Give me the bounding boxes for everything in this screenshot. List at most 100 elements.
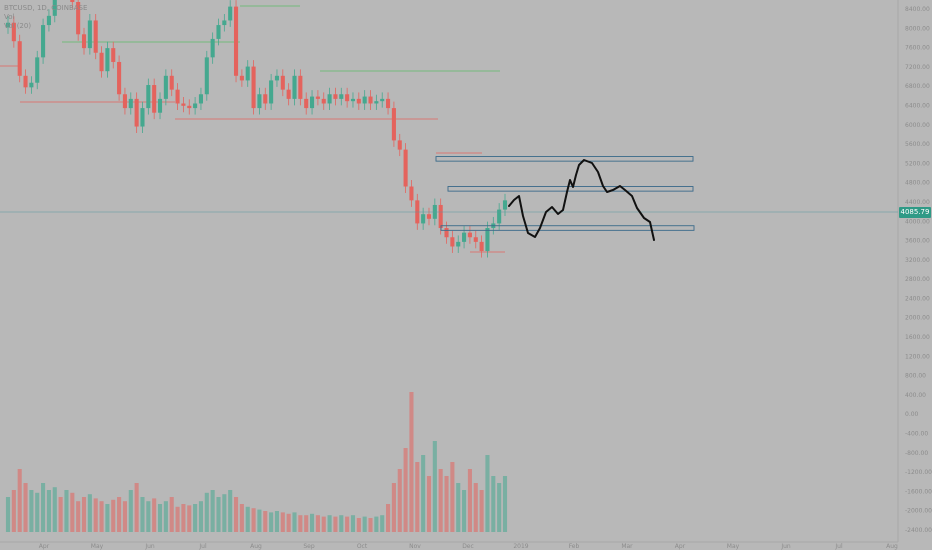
volume-bar bbox=[87, 494, 92, 532]
price-axis-label: 4800.00 bbox=[905, 180, 930, 187]
price-axis-label: 7200.00 bbox=[905, 64, 930, 71]
price-axis-label: -800.00 bbox=[905, 450, 928, 457]
volume-bar bbox=[140, 497, 145, 532]
volume-bar bbox=[46, 490, 51, 532]
legend-volume-ma: Vol (20) bbox=[4, 22, 32, 30]
candle-body bbox=[362, 96, 367, 104]
candle-body bbox=[304, 98, 309, 109]
price-axis-label: 4400.00 bbox=[905, 199, 930, 206]
candle-body bbox=[11, 22, 16, 42]
volume-bar bbox=[245, 506, 250, 532]
candle-body bbox=[117, 61, 122, 95]
volume-bar bbox=[450, 462, 455, 532]
volume-bar bbox=[23, 483, 28, 532]
time-axis-label: Aug bbox=[250, 543, 262, 550]
candle-body bbox=[210, 38, 215, 58]
candle-body bbox=[169, 75, 174, 90]
candle-body bbox=[111, 48, 116, 62]
candle-body bbox=[193, 103, 198, 109]
volume-bar bbox=[315, 515, 320, 532]
time-axis-label: Aug bbox=[886, 543, 898, 550]
candle-body bbox=[403, 149, 408, 187]
price-axis-label: 800.00 bbox=[905, 373, 926, 380]
legend-symbol: BTCUSD, 1D, COINBASE bbox=[4, 4, 88, 12]
volume-bar bbox=[426, 476, 432, 532]
volume-bar bbox=[175, 506, 180, 532]
volume-bar bbox=[286, 513, 291, 532]
volume-bar bbox=[70, 492, 75, 532]
volume-bar bbox=[216, 497, 221, 532]
candle-body bbox=[70, 0, 75, 2]
price-axis-label: 0.00 bbox=[905, 411, 919, 418]
candle-body bbox=[5, 22, 11, 28]
price-axis-label: 4000.00 bbox=[905, 218, 930, 225]
price-axis-label: 2400.00 bbox=[905, 295, 930, 302]
candle-body bbox=[462, 232, 467, 242]
candle-body bbox=[181, 103, 186, 106]
volume-bar bbox=[298, 515, 303, 532]
volume-bar bbox=[391, 483, 396, 532]
volume-bar bbox=[5, 497, 11, 532]
price-axis-label: 3200.00 bbox=[905, 257, 930, 264]
volume-bar bbox=[280, 512, 285, 532]
price-axis-label: 3600.00 bbox=[905, 238, 930, 245]
volume-bar bbox=[257, 509, 262, 532]
volume-bar bbox=[368, 518, 373, 532]
price-axis-label: 5600.00 bbox=[905, 141, 930, 148]
price-zone bbox=[447, 186, 694, 192]
candle-body bbox=[41, 25, 46, 58]
volume-bar bbox=[187, 505, 192, 532]
candle-body bbox=[391, 108, 396, 141]
volume-bar bbox=[17, 469, 22, 532]
time-axis-label: Apr bbox=[675, 543, 686, 550]
candle-body bbox=[426, 214, 432, 219]
candle-body bbox=[245, 66, 250, 81]
volume-bar bbox=[333, 516, 338, 532]
candle-body bbox=[356, 98, 361, 104]
candle-body bbox=[99, 52, 104, 72]
candle-body bbox=[409, 186, 414, 201]
candle-body bbox=[175, 89, 180, 104]
volume-bar bbox=[421, 455, 426, 532]
volume-bar bbox=[345, 516, 350, 532]
volume-bar bbox=[374, 516, 379, 532]
time-axis[interactable]: Apr May Jun Jul Aug Sep Oct Nov Dec 2019 Feb Mar Apr… bbox=[39, 543, 898, 550]
volume-bar bbox=[117, 497, 122, 532]
price-zones[interactable] bbox=[435, 156, 695, 231]
projected-path[interactable] bbox=[508, 159, 655, 241]
volume-bar bbox=[491, 476, 496, 532]
candle-body bbox=[421, 214, 426, 224]
volume-bar bbox=[339, 515, 344, 532]
candle-body bbox=[339, 94, 344, 99]
candle-body bbox=[222, 20, 227, 26]
candle-body bbox=[251, 66, 256, 109]
volume-bar bbox=[233, 497, 239, 532]
volume-bar bbox=[502, 476, 508, 532]
time-axis-label: Jul bbox=[198, 543, 207, 550]
candle-body bbox=[473, 237, 478, 242]
candle-body bbox=[257, 94, 262, 109]
volume-bar bbox=[52, 487, 57, 532]
candle-body bbox=[17, 41, 22, 76]
candle-body bbox=[438, 204, 443, 229]
price-axis-label: 1600.00 bbox=[905, 334, 930, 341]
volume-bar bbox=[111, 499, 116, 532]
price-axis[interactable]: 8400.00 8000.00 7600.00 7200.00 6800.00 6400.… bbox=[905, 6, 932, 534]
volume-bar bbox=[81, 497, 87, 532]
candle-body bbox=[479, 241, 484, 252]
candle-body bbox=[444, 228, 449, 238]
time-axis-label: Jun bbox=[780, 543, 791, 550]
price-axis-label: 2000.00 bbox=[905, 315, 930, 322]
candle-body bbox=[386, 98, 391, 109]
candle-body bbox=[374, 101, 379, 104]
price-axis-label: 6400.00 bbox=[905, 102, 930, 109]
candle-body bbox=[204, 57, 209, 95]
candle-body bbox=[87, 20, 92, 49]
current-price-badge: 4085.79 bbox=[899, 207, 931, 218]
volume-bar bbox=[403, 448, 408, 532]
volume-bar bbox=[432, 441, 437, 532]
candle-body bbox=[163, 75, 168, 99]
volume-bar bbox=[35, 492, 40, 532]
candle-body bbox=[380, 98, 385, 102]
